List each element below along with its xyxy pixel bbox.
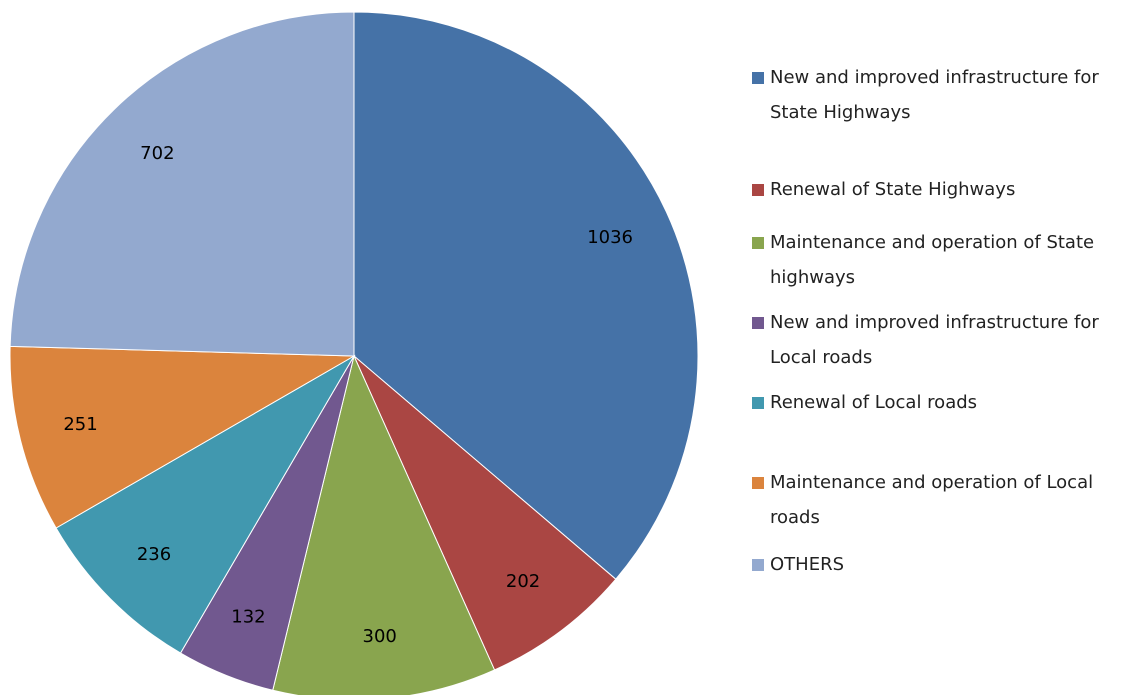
legend-swatch — [752, 477, 764, 489]
data-label: 300 — [363, 626, 397, 647]
data-label: 251 — [63, 414, 97, 435]
legend-item: OTHERS — [752, 547, 1122, 582]
legend-item: New and improved infrastructure for Stat… — [752, 60, 1122, 130]
legend-item: Renewal of State Highways — [752, 172, 1122, 207]
legend-label: Maintenance and operation of State highw… — [770, 232, 1095, 288]
pie-slice — [55, 354, 356, 654]
pie-slice — [272, 354, 496, 695]
legend-swatch — [752, 72, 764, 84]
legend-swatch — [752, 237, 764, 249]
legend-item: Renewal of Local roads — [752, 385, 1122, 420]
legend-swatch — [752, 317, 764, 329]
data-label: 1036 — [587, 227, 633, 248]
pie-slice — [353, 11, 699, 580]
legend-item: Maintenance and operation of State highw… — [752, 225, 1122, 295]
legend-label: New and improved infrastructure for Loca… — [770, 312, 1099, 368]
legend-label: Maintenance and operation of Local roads — [770, 472, 1094, 528]
data-label: 132 — [231, 607, 265, 628]
pie-slice — [353, 355, 617, 671]
legend-swatch — [752, 184, 764, 196]
legend-label: Renewal of State Highways — [770, 179, 1016, 200]
pie-slice — [9, 345, 356, 529]
data-label: 236 — [137, 544, 171, 565]
legend-label: Renewal of Local roads — [770, 392, 978, 413]
data-label: 202 — [506, 571, 540, 592]
legend-label: OTHERS — [770, 554, 845, 575]
legend-swatch — [752, 397, 764, 409]
pie-slice — [9, 11, 355, 357]
legend-item: Maintenance and operation of Local roads — [752, 465, 1122, 535]
legend-swatch — [752, 559, 764, 571]
legend-label: New and improved infrastructure for Stat… — [770, 67, 1099, 123]
data-label: 702 — [140, 143, 174, 164]
legend-item: New and improved infrastructure for Loca… — [752, 305, 1122, 375]
